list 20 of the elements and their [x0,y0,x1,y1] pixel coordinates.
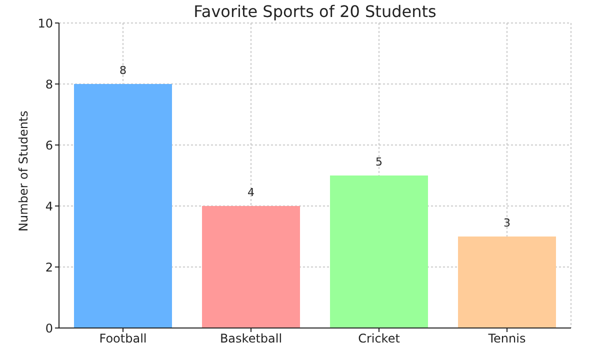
x-tick-label: Football [99,332,147,346]
y-axis-title: Number of Students [16,110,30,232]
bar [458,236,556,328]
bar [74,84,172,328]
data-label: 8 [120,64,126,77]
y-tick-label: 6 [45,138,53,152]
y-tick-label: 8 [45,77,53,92]
y-tick-label: 0 [45,321,53,336]
bar [330,176,428,328]
data-label: 5 [376,156,382,168]
x-tick-label: Tennis [487,332,526,346]
data-label: 4 [248,186,254,199]
y-tick-label: 2 [45,260,53,274]
y-tick-label: 10 [38,16,53,30]
x-tick-label: Basketball [220,332,282,346]
y-tick-label: 4 [45,199,53,214]
data-label: 3 [504,216,510,230]
x-tick-label: Cricket [358,332,400,346]
bar [202,206,300,328]
chart-title: Favorite Sports of 20 Students [192,2,438,21]
